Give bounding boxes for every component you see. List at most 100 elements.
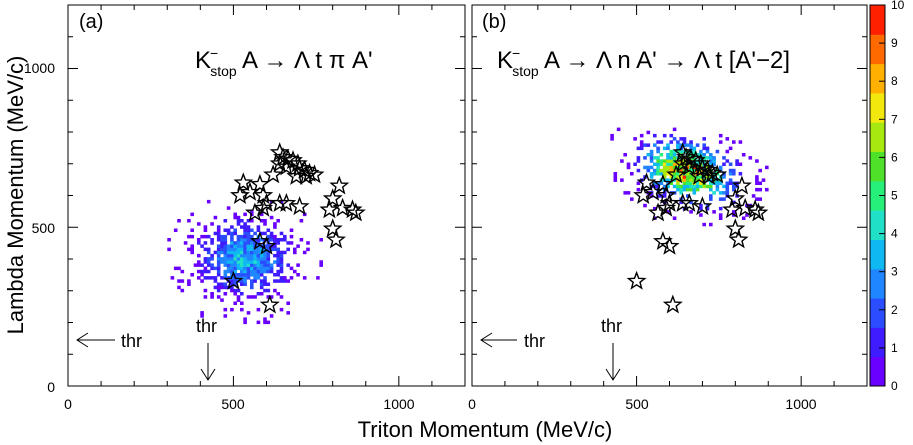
heat-cell	[250, 219, 254, 223]
heat-cell	[689, 200, 693, 205]
heat-cell	[253, 238, 257, 242]
heat-cell	[692, 149, 697, 154]
heat-cell	[273, 260, 277, 264]
heat-cell	[243, 320, 247, 325]
star-point	[731, 175, 752, 195]
heat-cell	[662, 146, 667, 151]
heat-cell	[210, 276, 214, 280]
heat-cell	[732, 172, 736, 176]
heat-cell	[259, 279, 264, 283]
heat-cell	[233, 269, 237, 274]
heat-cell	[197, 253, 201, 258]
threshold-label-x-b: thr	[601, 316, 622, 336]
heat-cell	[250, 282, 254, 286]
heat-cell	[765, 165, 769, 170]
heat-cell	[243, 276, 247, 280]
heat-cell	[659, 181, 664, 185]
heat-cell	[213, 279, 218, 283]
heat-cell	[256, 260, 261, 264]
heat-cell	[170, 276, 175, 280]
heat-cell	[709, 197, 713, 201]
heat-cell	[266, 260, 271, 264]
heat-cell	[682, 181, 687, 185]
heat-cell	[203, 260, 208, 264]
heat-cell	[263, 231, 267, 236]
panel-title-a: K− stop A → Λ t π A'	[195, 45, 373, 79]
threshold-label-x-a: thr	[196, 316, 217, 336]
heat-cell	[293, 247, 297, 252]
heat-cell	[220, 250, 224, 255]
heat-cell	[203, 266, 208, 271]
heat-cell	[256, 266, 261, 271]
star-point	[679, 192, 700, 212]
heat-cell	[240, 269, 244, 274]
heat-cell	[266, 320, 271, 325]
heat-cell	[718, 191, 723, 195]
heat-cell	[210, 295, 214, 299]
heat-cell	[666, 156, 670, 160]
heat-cell	[226, 231, 231, 236]
heat-cell	[263, 250, 267, 255]
star-point	[269, 153, 290, 173]
heat-cell	[240, 241, 244, 245]
heat-cell	[676, 184, 680, 189]
heat-cell	[653, 181, 657, 185]
heat-cell	[230, 234, 234, 239]
heat-cell	[216, 231, 221, 236]
heat-cell	[646, 130, 651, 135]
star-point	[725, 188, 746, 208]
heat-cell	[240, 250, 244, 255]
heat-cell	[266, 282, 271, 286]
heat-cell	[259, 282, 264, 286]
heat-cell	[197, 222, 201, 226]
heat-cell	[233, 273, 237, 277]
heat-cell	[190, 244, 194, 248]
heat-cell	[276, 238, 280, 242]
heat-cell	[187, 279, 191, 283]
heat-cell	[259, 263, 264, 267]
heat-cell	[659, 162, 664, 166]
heat-cell	[223, 260, 228, 264]
heat-cell	[653, 184, 657, 189]
heat-cell	[187, 247, 191, 252]
star-point	[672, 153, 693, 173]
heat-cell	[177, 279, 181, 283]
heat-cell	[758, 187, 762, 192]
heat-cell	[653, 156, 657, 160]
heat-cell	[666, 181, 670, 185]
heat-cell	[276, 269, 280, 274]
heat-cell	[745, 213, 749, 217]
heat-cell	[686, 175, 690, 179]
colorbar-tick-label: 1	[891, 341, 898, 355]
heat-cell	[709, 178, 713, 182]
heat-cell	[259, 285, 264, 290]
heat-cell	[689, 140, 693, 144]
heat-cell	[256, 276, 261, 280]
heat-cell	[259, 257, 264, 261]
heat-cell	[190, 228, 194, 232]
heat-cell	[263, 269, 267, 274]
heat-cell	[728, 181, 733, 185]
heat-cell	[243, 253, 247, 258]
heat-cell	[200, 263, 204, 267]
heat-cell	[616, 127, 621, 132]
colorbar-segment	[870, 63, 885, 94]
heat-cell	[266, 257, 271, 261]
heat-cell	[702, 137, 706, 141]
heat-cell	[689, 175, 693, 179]
heat-cell	[243, 228, 247, 232]
star-point	[289, 196, 310, 216]
heat-cell	[236, 260, 241, 264]
heat-cell	[319, 260, 323, 264]
heat-cell	[240, 307, 244, 312]
heat-cell	[686, 194, 690, 198]
heat-cell	[699, 149, 703, 154]
heat-cell	[230, 257, 234, 261]
heat-cell	[279, 253, 284, 258]
heat-cell	[236, 273, 241, 277]
heat-cell	[679, 143, 683, 147]
heat-cell	[293, 269, 297, 274]
heat-cell	[273, 238, 277, 242]
colorbar-tick-label: 0	[891, 379, 898, 393]
heat-cell	[273, 247, 277, 252]
